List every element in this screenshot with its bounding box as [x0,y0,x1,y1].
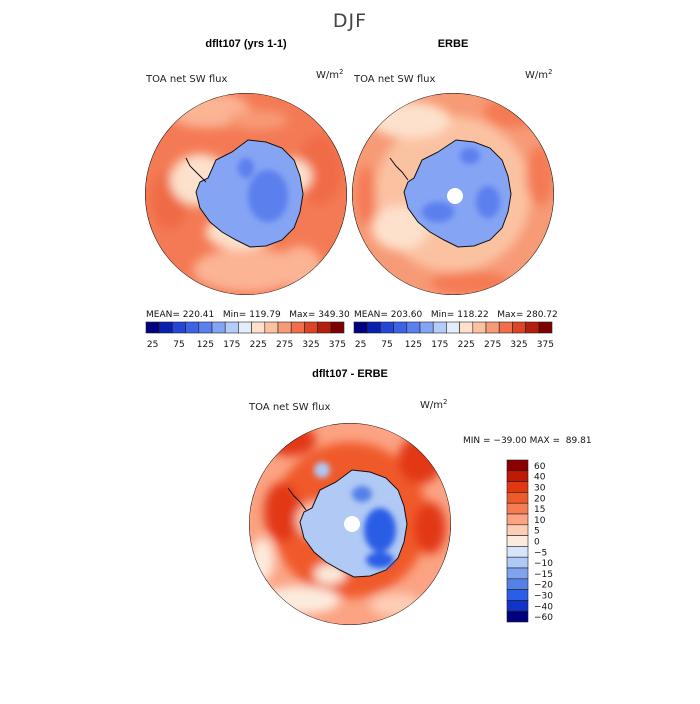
panel-model-colorbar-swatch-7 [238,321,252,334]
panel-diff-colorbar-tick-label: −20 [534,581,553,591]
panel-model-colorbar-tick-label: 275 [276,340,293,350]
panel-diff-colorbar-tick-label: −30 [534,592,553,602]
panel-diff-colorbar-swatch-14 [506,610,529,623]
panel-model-units: W/m2 [316,68,343,81]
panel-diff-map [249,423,451,625]
panel-model-colorbar-swatch-12 [304,321,318,334]
panel-obs-colorbar-tick-label: 225 [458,340,475,350]
panel-diff: dflt107 - ERBE TOA net SW flux W/m2 [248,368,592,625]
panel-diff-colorbar-swatch-6 [506,524,529,536]
panel-obs-colorbar-swatch-8 [459,321,474,334]
panel-obs-units: W/m2 [525,68,552,81]
panel-diff-colorbar-tick-label: 20 [534,494,546,504]
panel-obs-colorbar-tick-label: 375 [537,340,554,350]
panel-model: dflt107 (yrs 1-1) TOA net SW flux W/m2 [145,38,350,350]
panel-diff-colorbar-swatch-13 [506,600,529,612]
panel-obs-colorbar-tick-label: 325 [510,340,527,350]
panel-obs-colorbar-tick-label: 175 [431,340,448,350]
panel-obs-colorbar-swatch-13 [525,321,540,334]
panel-diff-colorbar-tick-label: −10 [534,559,553,569]
panel-model-colorbar-tick-label: 75 [173,340,184,350]
panel-obs-colorbar-swatch-3 [393,321,408,334]
panel-obs-colorbar-swatch-10 [485,321,500,334]
figure-title: DJF [333,10,367,32]
panel-model-colorbar-tick-label: 375 [329,340,346,350]
panel-obs-colorbar: 25 75 125 175 225 275 325 375 [353,321,554,350]
panel-diff-colorbar-swatch-3 [506,492,529,504]
panel-obs-colorbar-swatch-12 [512,321,526,334]
panel-diff-colorbar-swatch-12 [506,589,529,601]
panel-obs-map [352,93,554,295]
panel-model-variable: TOA net SW flux [145,74,227,85]
panel-obs-stats: MEAN= 203.60 Min= 118.22 Max= 280.72 [354,310,558,320]
panel-model-colorbar-swatch-8 [251,321,266,334]
panel-model-colorbar-swatch-13 [317,321,332,334]
panel-obs-colorbar-swatch-2 [380,321,394,334]
panel-diff-colorbar-tick-label: 5 [534,527,540,537]
panel-model-map [145,93,347,295]
panel-obs-colorbar-swatch-4 [406,321,421,334]
panel-model-colorbar-tick-label: 125 [197,340,214,350]
panel-model-colorbar-swatch-2 [172,321,186,334]
panel-diff-colorbar-tick-label: −60 [534,613,553,623]
panel-model-colorbar-swatch-4 [198,321,213,334]
panel-diff-colorbar-tick-label: 0 [534,538,540,548]
panel-model-colorbar-swatch-5 [211,321,226,334]
panel-obs-title: ERBE [438,38,469,50]
panel-diff-colorbar-swatch-1 [506,470,529,482]
panel-model-colorbar-swatch-0 [145,321,160,334]
panel-model-colorbar-tick-label: 225 [250,340,267,350]
panel-obs-colorbar-tick-label: 275 [484,340,501,350]
panel-obs-colorbar-swatch-1 [366,321,381,334]
panel-model-colorbar: 25 75 125 175 225 275 325 375 [145,321,346,350]
panel-diff-stats: MIN = −39.00 MAX = 89.81 [463,436,592,446]
panel-model-colorbar-swatch-1 [158,321,173,334]
panel-diff-colorbar-swatch-5 [506,513,529,526]
panel-diff-colorbar-swatch-4 [506,502,529,515]
panel-model-colorbar-swatch-14 [330,321,345,334]
panel-obs-colorbar-swatch-11 [498,321,513,334]
panel-diff-colorbar-tick-label: 10 [534,516,546,526]
panel-diff-colorbar-swatch-9 [506,556,529,569]
panel-obs: ERBE TOA net SW flux W/m2 [352,38,558,350]
panel-diff-colorbar-swatch-11 [506,578,529,590]
panel-model-colorbar-swatch-9 [264,321,279,334]
panel-diff-colorbar-tick-label: 15 [534,505,545,515]
panel-diff-colorbar-swatch-2 [506,481,529,493]
panel-obs-colorbar-swatch-0 [353,321,368,334]
panel-obs-colorbar-tick-label: 75 [381,340,392,350]
panel-diff-colorbar-tick-label: 40 [534,473,546,483]
panel-diff-colorbar-tick-label: 30 [534,484,546,494]
panel-diff-colorbar-tick-label: 60 [534,462,546,472]
panel-model-colorbar-swatch-10 [277,321,292,334]
panel-model-colorbar-tick-label: 25 [147,340,158,350]
panel-diff-title: dflt107 - ERBE [312,368,388,380]
panel-model-colorbar-tick-label: 175 [223,340,240,350]
panel-diff-colorbar-swatch-0 [506,459,529,472]
panel-model-title: dflt107 (yrs 1-1) [205,38,287,50]
panel-diff-colorbar-tick-label: −15 [534,570,553,580]
panel-obs-colorbar-swatch-6 [432,321,447,334]
panel-obs-colorbar-swatch-5 [419,321,434,334]
panel-obs-colorbar-swatch-14 [538,321,553,334]
panel-obs-colorbar-swatch-7 [446,321,460,334]
panel-diff-colorbar-swatch-8 [506,546,529,558]
panel-diff-colorbar-tick-label: −5 [534,548,547,558]
panel-diff-colorbar-swatch-7 [506,535,529,547]
panel-model-colorbar-swatch-3 [185,321,200,334]
panel-obs-colorbar-tick-label: 125 [405,340,422,350]
panel-obs-colorbar-swatch-9 [472,321,487,334]
panel-obs-colorbar-tick-label: 25 [355,340,366,350]
panel-model-colorbar-swatch-11 [290,321,305,334]
panel-obs-variable: TOA net SW flux [353,74,435,85]
panel-diff-colorbar-swatch-10 [506,567,529,580]
panel-diff-variable: TOA net SW flux [248,402,330,413]
panel-model-colorbar-swatch-6 [224,321,239,334]
panel-model-stats: MEAN= 220.41 Min= 119.79 Max= 349.30 [146,310,350,320]
panel-diff-colorbar-tick-label: −40 [534,602,553,612]
panel-diff-units: W/m2 [420,398,447,411]
panel-model-colorbar-tick-label: 325 [302,340,319,350]
